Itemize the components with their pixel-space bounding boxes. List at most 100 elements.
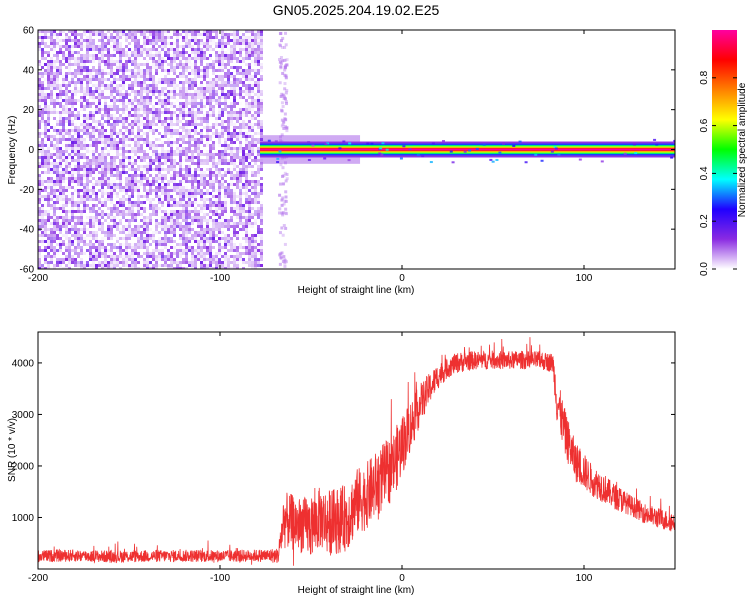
heatmap-cell xyxy=(113,171,116,174)
heatmap-cell xyxy=(41,33,44,36)
heatmap-cell xyxy=(280,118,284,122)
heatmap-cell xyxy=(53,219,56,222)
heatmap-cell xyxy=(224,222,227,225)
heatmap-cell xyxy=(230,81,233,84)
heatmap-cell xyxy=(125,99,128,102)
heatmap-cell xyxy=(260,93,263,96)
heatmap-cell xyxy=(146,189,149,192)
heatmap-cell xyxy=(122,102,125,105)
heatmap-cell xyxy=(218,144,221,147)
heatmap-cell xyxy=(224,252,227,255)
heatmap-cell xyxy=(257,198,260,201)
heatmap-cell xyxy=(104,144,107,147)
heatmap-cell xyxy=(254,249,257,252)
heatmap-cell xyxy=(56,60,59,63)
heatmap-cell xyxy=(233,54,236,57)
heatmap-cell xyxy=(68,72,71,75)
heatmap-cell xyxy=(104,87,107,90)
heatmap-cell xyxy=(188,240,191,243)
heatmap-cell xyxy=(251,186,254,189)
heatmap-cell xyxy=(95,204,98,207)
heatmap-cell xyxy=(71,48,74,51)
heatmap-cell xyxy=(200,234,203,237)
heatmap-cell xyxy=(224,129,227,132)
heatmap-cell xyxy=(176,168,179,171)
heatmap-cell xyxy=(86,237,89,240)
heatmap-cell xyxy=(161,210,164,213)
heatmap-cell xyxy=(47,243,50,246)
heatmap-cell xyxy=(110,234,113,237)
heatmap-cell xyxy=(209,129,212,132)
heatmap-cell xyxy=(284,31,288,35)
heatmap-cell xyxy=(185,69,188,72)
heatmap-cell xyxy=(176,249,179,252)
heatmap-cell xyxy=(227,249,230,252)
heatmap-cell xyxy=(56,45,59,48)
heatmap-cell xyxy=(257,171,260,174)
heatmap-cell xyxy=(221,114,224,117)
heatmap-cell xyxy=(206,129,209,132)
heatmap-cell xyxy=(254,147,257,150)
heatmap-cell xyxy=(182,69,185,72)
heatmap-cell xyxy=(209,150,212,153)
heatmap-cell xyxy=(197,201,200,204)
heatmap-cell xyxy=(110,249,113,252)
heatmap-cell xyxy=(68,123,71,126)
heatmap-cell xyxy=(206,252,209,255)
heatmap-cell xyxy=(176,150,179,153)
heatmap-cell xyxy=(206,159,209,162)
heatmap-cell xyxy=(149,174,152,177)
heatmap-cell xyxy=(233,159,236,162)
heatmap-cell xyxy=(146,261,149,264)
heatmap-cell xyxy=(170,42,173,45)
heatmap-cell xyxy=(104,249,107,252)
heatmap-cell xyxy=(209,135,212,138)
heatmap-cell xyxy=(158,156,161,159)
heatmap-cell xyxy=(170,96,173,99)
heatmap-cell xyxy=(248,225,251,228)
heatmap-cell xyxy=(62,186,65,189)
heatmap-cell xyxy=(179,81,182,84)
heatmap-cell xyxy=(254,99,257,102)
heatmap-cell xyxy=(274,140,278,143)
heatmap-cell xyxy=(224,96,227,99)
heatmap-cell xyxy=(173,78,176,81)
heatmap-cell xyxy=(62,234,65,237)
heatmap-cell xyxy=(167,255,170,258)
heatmap-cell xyxy=(242,192,245,195)
heatmap-cell xyxy=(176,48,179,51)
heatmap-cell xyxy=(137,183,140,186)
heatmap-cell xyxy=(152,255,155,258)
heatmap-cell xyxy=(170,132,173,135)
heatmap-cell xyxy=(203,207,206,210)
heatmap-cell xyxy=(242,108,245,111)
heatmap-cell xyxy=(95,144,98,147)
heatmap-cell xyxy=(185,72,188,75)
heatmap-cell xyxy=(44,240,47,243)
heatmap-cell xyxy=(47,93,50,96)
heatmap-cell xyxy=(167,252,170,255)
heatmap-cell xyxy=(50,99,53,102)
heatmap-cell xyxy=(68,216,71,219)
heatmap-cell xyxy=(188,108,191,111)
heatmap-cell xyxy=(47,141,50,144)
heatmap-cell xyxy=(158,39,161,42)
heatmap-cell xyxy=(101,186,104,189)
heatmap-cell xyxy=(74,93,77,96)
heatmap-cell xyxy=(44,57,47,60)
heatmap-cell xyxy=(203,48,206,51)
heatmap-cell xyxy=(65,228,68,231)
heatmap-cell xyxy=(47,165,50,168)
heatmap-cell xyxy=(119,132,122,135)
heatmap-cell xyxy=(224,216,227,219)
heatmap-cell xyxy=(197,39,200,42)
heatmap-cell xyxy=(245,186,248,189)
heatmap-cell xyxy=(260,234,263,237)
heatmap-cell xyxy=(134,99,137,102)
heatmap-cell xyxy=(155,219,158,222)
heatmap-cell xyxy=(119,69,122,72)
heatmap-cell xyxy=(83,168,86,171)
heatmap-cell xyxy=(158,126,161,129)
heatmap-cell xyxy=(131,120,134,123)
heatmap-cell xyxy=(116,174,119,177)
